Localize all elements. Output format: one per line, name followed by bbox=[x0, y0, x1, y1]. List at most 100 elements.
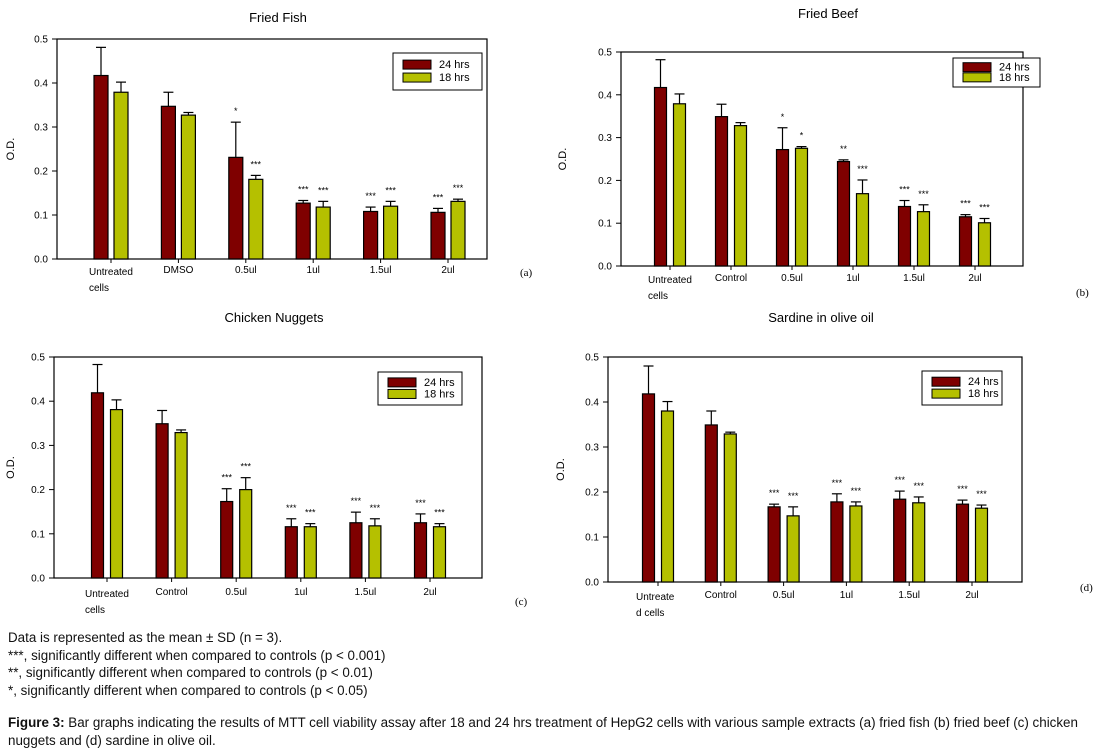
bar-18hrs bbox=[303, 526, 317, 579]
y-tick-label: 0.2 bbox=[598, 176, 612, 187]
y-tick-label: 0.2 bbox=[31, 485, 45, 496]
significance-marker: *** bbox=[894, 475, 905, 485]
significance-marker: *** bbox=[899, 185, 910, 195]
x-category-label: Untreate bbox=[636, 592, 675, 603]
bar-18hrs bbox=[723, 433, 737, 583]
y-tick-label: 0.0 bbox=[598, 262, 612, 273]
y-tick-label: 0.5 bbox=[585, 353, 599, 364]
plot-frame bbox=[53, 356, 483, 579]
bar-24hrs bbox=[413, 522, 428, 579]
bar-18hrs bbox=[855, 193, 870, 267]
plot-frame bbox=[607, 356, 1023, 583]
x-category-label: cells bbox=[85, 605, 105, 616]
bar-24hrs bbox=[897, 205, 912, 267]
chart-title: Fried Fish bbox=[249, 10, 307, 25]
significance-marker: *** bbox=[305, 508, 316, 518]
x-category-label: 2ul bbox=[965, 590, 978, 601]
note-p01: **, significantly different when compare… bbox=[8, 665, 373, 681]
x-category-label: Control bbox=[715, 273, 747, 284]
significance-marker: *** bbox=[957, 484, 968, 494]
significance-marker: *** bbox=[318, 185, 329, 195]
bar-24hrs bbox=[220, 500, 234, 579]
significance-marker: *** bbox=[365, 191, 376, 201]
x-category-label: 0.5ul bbox=[225, 587, 247, 598]
y-tick-label: 0.4 bbox=[31, 397, 45, 408]
x-category-label: 1ul bbox=[294, 587, 307, 598]
significance-marker: *** bbox=[434, 508, 445, 518]
y-axis-title: O.D. bbox=[557, 148, 569, 171]
x-category-label: Untreated bbox=[648, 275, 692, 286]
legend-box bbox=[392, 52, 483, 91]
bar-chart-sardine: Sardine in olive oil 0.0 0.1 0.2 0.3 0.4 0.5 O.… bbox=[555, 310, 1093, 619]
legend-label: 18 hrs bbox=[424, 388, 455, 400]
y-tick-label: 0.4 bbox=[585, 398, 599, 409]
bar-24hrs bbox=[955, 503, 970, 583]
bar-24hrs bbox=[349, 522, 363, 579]
chart-panel-fried-beef: Fried Beef 0.0 0.1 0.2 0.3 0.4 0.5 O.D. Untreate… bbox=[550, 0, 1112, 305]
significance-marker: *** bbox=[960, 199, 971, 209]
bar-18hrs bbox=[660, 410, 675, 583]
bar-24hrs bbox=[363, 210, 379, 260]
bar-24hrs bbox=[155, 423, 169, 579]
y-tick-label: 0.0 bbox=[585, 578, 599, 589]
note-p05: *, significantly different when compared… bbox=[8, 682, 368, 698]
y-tick-label: 0.3 bbox=[34, 123, 48, 134]
bar-18hrs bbox=[248, 178, 264, 260]
y-tick-label: 0.1 bbox=[34, 211, 48, 222]
x-category-label: cells bbox=[648, 291, 668, 302]
bar-18hrs bbox=[113, 91, 129, 260]
significance-marker: *** bbox=[979, 202, 990, 212]
significance-marker: *** bbox=[385, 185, 396, 195]
significance-marker: *** bbox=[286, 503, 297, 513]
significance-marker: *** bbox=[851, 486, 862, 496]
bar-24hrs bbox=[430, 211, 446, 260]
significance-marker: *** bbox=[221, 473, 232, 483]
bar-18hrs bbox=[174, 431, 188, 579]
bar-18hrs bbox=[450, 200, 466, 260]
significance-marker: *** bbox=[251, 159, 262, 169]
bar-18hrs bbox=[239, 489, 253, 579]
legend-swatch-18hrs bbox=[931, 388, 961, 399]
y-tick-label: 0.4 bbox=[34, 79, 48, 90]
legend-label: 24 hrs bbox=[439, 59, 470, 71]
y-tick-label: 0.1 bbox=[598, 219, 612, 230]
y-axis-title: O.D. bbox=[5, 138, 17, 161]
y-tick-label: 0.5 bbox=[34, 35, 48, 46]
y-tick-label: 0.1 bbox=[31, 529, 45, 540]
y-axis-title: O.D. bbox=[555, 458, 567, 481]
bar-24hrs bbox=[830, 501, 844, 583]
legend-label: 18 hrs bbox=[968, 388, 999, 400]
bar-24hrs bbox=[93, 74, 109, 260]
note-p001: ***, significantly different when compar… bbox=[8, 647, 386, 663]
legend-swatch-24hrs bbox=[962, 62, 992, 73]
legend-swatch-18hrs bbox=[962, 72, 992, 83]
plot-frame bbox=[620, 51, 1024, 267]
plot-frame bbox=[56, 38, 488, 260]
significance-marker: *** bbox=[298, 184, 309, 194]
chart-title: Chicken Nuggets bbox=[225, 310, 324, 325]
chart-panel-fried-fish: Fried Fish 0.0 0.1 0.2 0.3 0.4 0.5 O.D. Untreate… bbox=[0, 0, 550, 300]
x-category-label: 1.5ul bbox=[370, 265, 392, 276]
panel-tag: (a) bbox=[520, 267, 533, 279]
chart-panel-sardine: Sardine in olive oil 0.0 0.1 0.2 0.3 0.4 0.5 O.… bbox=[550, 305, 1112, 625]
significance-marker: ** bbox=[840, 144, 848, 154]
bar-18hrs bbox=[912, 502, 926, 583]
bar-18hrs bbox=[368, 525, 382, 579]
chart-panel-chicken-nuggets: Chicken Nuggets 0.0 0.1 0.2 0.3 0.4 0.5 O.D. Unt… bbox=[0, 305, 550, 620]
x-category-label: 2ul bbox=[423, 587, 436, 598]
legend-swatch-18hrs bbox=[387, 388, 417, 399]
figure-caption: Figure 3: Bar graphs indicating the resu… bbox=[8, 714, 1108, 750]
significance-marker: *** bbox=[857, 164, 868, 174]
x-category-label: 1.5ul bbox=[903, 273, 925, 284]
y-tick-label: 0.3 bbox=[585, 443, 599, 454]
bar-24hrs bbox=[284, 526, 298, 579]
legend-label: 24 hrs bbox=[424, 377, 455, 389]
x-category-label: cells bbox=[89, 283, 109, 294]
significance-marker: *** bbox=[918, 189, 929, 199]
significance-marker: *** bbox=[788, 491, 799, 501]
bar-18hrs bbox=[672, 103, 687, 267]
bar-18hrs bbox=[916, 211, 931, 267]
x-category-label: 1ul bbox=[307, 265, 320, 276]
x-category-label: Untreated bbox=[85, 589, 129, 600]
bar-18hrs bbox=[383, 205, 399, 260]
